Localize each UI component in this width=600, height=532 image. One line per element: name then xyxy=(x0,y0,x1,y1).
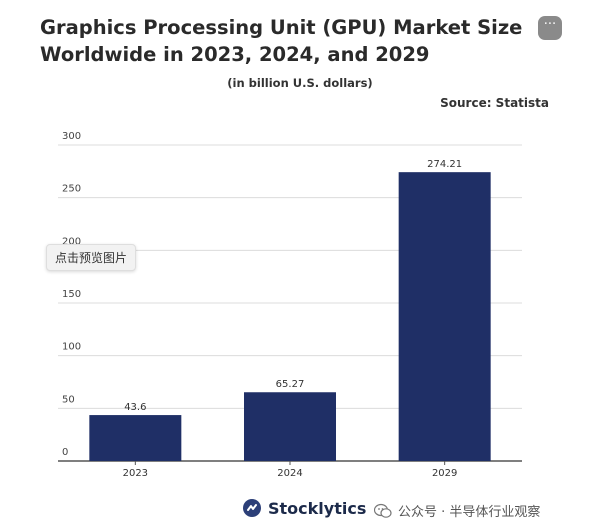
brand-logo: Stocklytics xyxy=(242,498,366,518)
y-tick-label: 50 xyxy=(62,394,75,405)
stocklytics-icon xyxy=(243,499,261,517)
chart-title: Graphics Processing Unit (GPU) Market Si… xyxy=(40,16,523,66)
y-tick-label: 100 xyxy=(62,342,81,353)
y-tick-label: 200 xyxy=(62,236,81,247)
watermark-text: 公众号 · 半导体行业观察 xyxy=(398,505,541,520)
data-label: 43.6 xyxy=(124,402,146,413)
chart-source: Source: Statista xyxy=(440,96,549,110)
brand-name: Stocklytics xyxy=(268,498,367,518)
y-tick-label: 250 xyxy=(62,184,81,195)
chart-subtitle: (in billion U.S. dollars) xyxy=(227,76,373,90)
wechat-watermark: 公众号 · 半导体行业观察 xyxy=(374,501,540,520)
y-tick-label: 0 xyxy=(62,447,68,458)
bar-2029 xyxy=(398,172,491,461)
more-options-button[interactable]: ··· xyxy=(538,16,562,40)
data-label: 274.21 xyxy=(427,159,462,170)
x-tick-label: 2024 xyxy=(277,468,302,479)
bar-2023 xyxy=(89,415,182,461)
y-tick-label: 300 xyxy=(62,131,81,142)
bar-2024 xyxy=(244,392,336,461)
x-tick-label: 2023 xyxy=(123,468,148,479)
y-tick-label: 150 xyxy=(62,289,81,300)
wechat-icon xyxy=(374,503,392,518)
data-label: 65.27 xyxy=(276,379,305,390)
preview-image-button[interactable]: 点击预览图片 xyxy=(46,244,137,271)
x-tick-label: 2029 xyxy=(432,468,457,479)
